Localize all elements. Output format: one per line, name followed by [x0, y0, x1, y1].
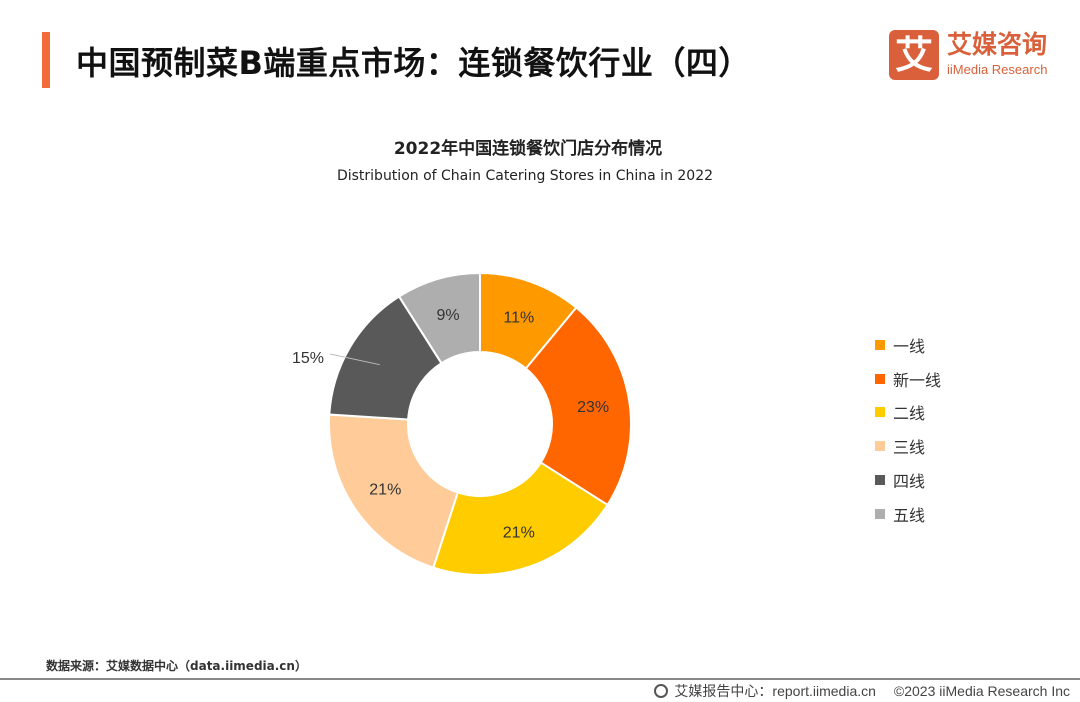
data-label: 23% — [577, 399, 609, 416]
legend-item: 新一线 — [875, 362, 941, 396]
legend-item: 三线 — [875, 429, 941, 463]
legend-item: 五线 — [875, 497, 941, 531]
logo-mark: 艾 — [889, 30, 939, 80]
legend-swatch — [875, 441, 885, 452]
legend-item: 二线 — [875, 396, 941, 430]
leader-line — [329, 353, 380, 366]
footer-divider — [0, 678, 1080, 680]
iimedia-logo: 艾 艾媒咨询 iiMedia Research — [889, 30, 1069, 80]
page-title: 中国预制菜B端重点市场：连锁餐饮行业（四） — [76, 44, 751, 82]
legend-swatch — [875, 508, 885, 519]
report-link[interactable]: 艾媒报告中心：report.iimedia.cn — [674, 683, 876, 699]
data-label: 9% — [436, 307, 459, 324]
donut-slice-2 — [432, 461, 609, 576]
legend-item: 四线 — [875, 463, 941, 497]
legend-swatch — [875, 373, 885, 384]
legend-swatch — [875, 339, 885, 350]
legend-swatch — [875, 407, 885, 418]
legend-label: 五线 — [893, 505, 926, 525]
globe-icon — [654, 684, 669, 698]
legend-item: 一线 — [875, 328, 941, 362]
donut-slice-1 — [524, 306, 632, 507]
legend-label: 新一线 — [893, 370, 942, 390]
legend-label: 四线 — [893, 472, 926, 492]
logo-cn: 艾媒咨询 — [947, 30, 1048, 59]
legend: 一线新一线二线三线四线五线 — [875, 328, 941, 531]
legend-label: 三线 — [893, 438, 926, 458]
data-label: 21% — [503, 525, 535, 542]
donut-slice-3 — [328, 413, 460, 569]
legend-swatch — [875, 475, 885, 486]
chart-title: 2022年中国连锁餐饮门店分布情况 — [393, 139, 663, 159]
footer: 艾媒报告中心：report.iimedia.cn ©2023 iiMedia R… — [654, 681, 1070, 701]
title-accent-bar — [42, 32, 50, 88]
copyright: ©2023 iiMedia Research Inc — [893, 683, 1070, 699]
donut-slice-5 — [397, 271, 481, 365]
data-source: 数据来源：艾媒数据中心（data.iimedia.cn） — [46, 659, 307, 673]
data-label: 15% — [292, 350, 324, 367]
logo-en: iiMedia Research — [947, 62, 1048, 77]
data-label: 21% — [369, 481, 401, 498]
data-label: 11% — [503, 309, 534, 326]
legend-label: 一线 — [893, 336, 926, 356]
chart-subtitle: Distribution of Chain Catering Stores in… — [336, 168, 714, 184]
legend-label: 二线 — [893, 404, 926, 424]
